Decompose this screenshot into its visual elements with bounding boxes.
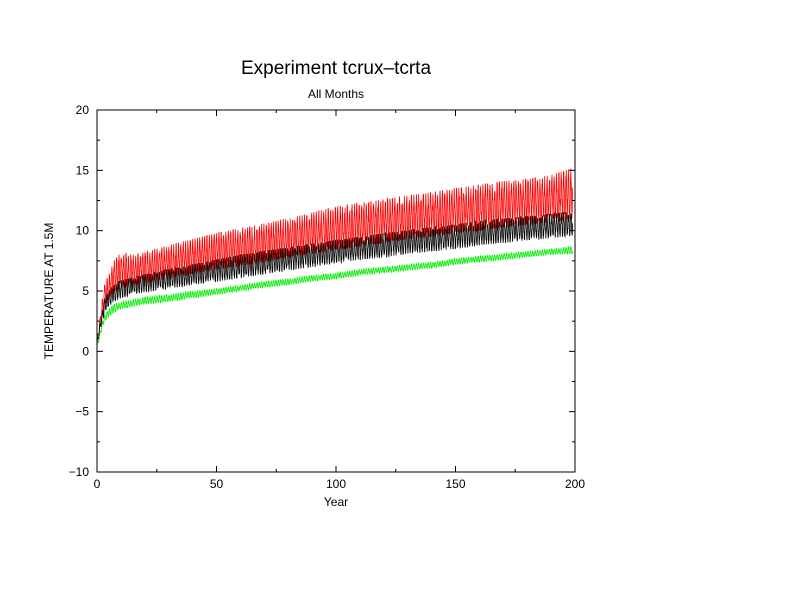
x-tick-label: 0 <box>94 477 101 491</box>
y-tick-label: 20 <box>76 103 90 117</box>
x-tick-label: 100 <box>326 477 346 491</box>
y-tick-label: 5 <box>82 284 89 298</box>
ticks-layer <box>96 109 576 473</box>
x-axis-label: Year <box>324 495 348 509</box>
y-tick-label: 15 <box>76 163 90 177</box>
plot-area-frame <box>96 109 576 473</box>
y-tick-label: 10 <box>76 224 90 238</box>
x-tick-label: 200 <box>565 477 585 491</box>
series-layer <box>96 168 574 347</box>
y-axis-label: TEMPERATURE AT 1.5M <box>42 223 56 360</box>
y-tick-label: −5 <box>75 405 89 419</box>
chart-subtitle: All Months <box>308 87 364 101</box>
x-tick-label: 50 <box>210 477 224 491</box>
series-line-2 <box>96 211 574 345</box>
series-line-1 <box>96 168 574 343</box>
series-line-3 <box>96 245 574 347</box>
tick-labels-layer: 0 50 100 150 200 −10 −5 0 5 10 15 20 <box>69 103 586 491</box>
x-tick-label: 150 <box>445 477 465 491</box>
chart-title: Experiment tcrux–tcrta <box>241 58 431 79</box>
y-tick-label: 0 <box>82 344 89 358</box>
y-tick-label: −10 <box>69 465 90 479</box>
